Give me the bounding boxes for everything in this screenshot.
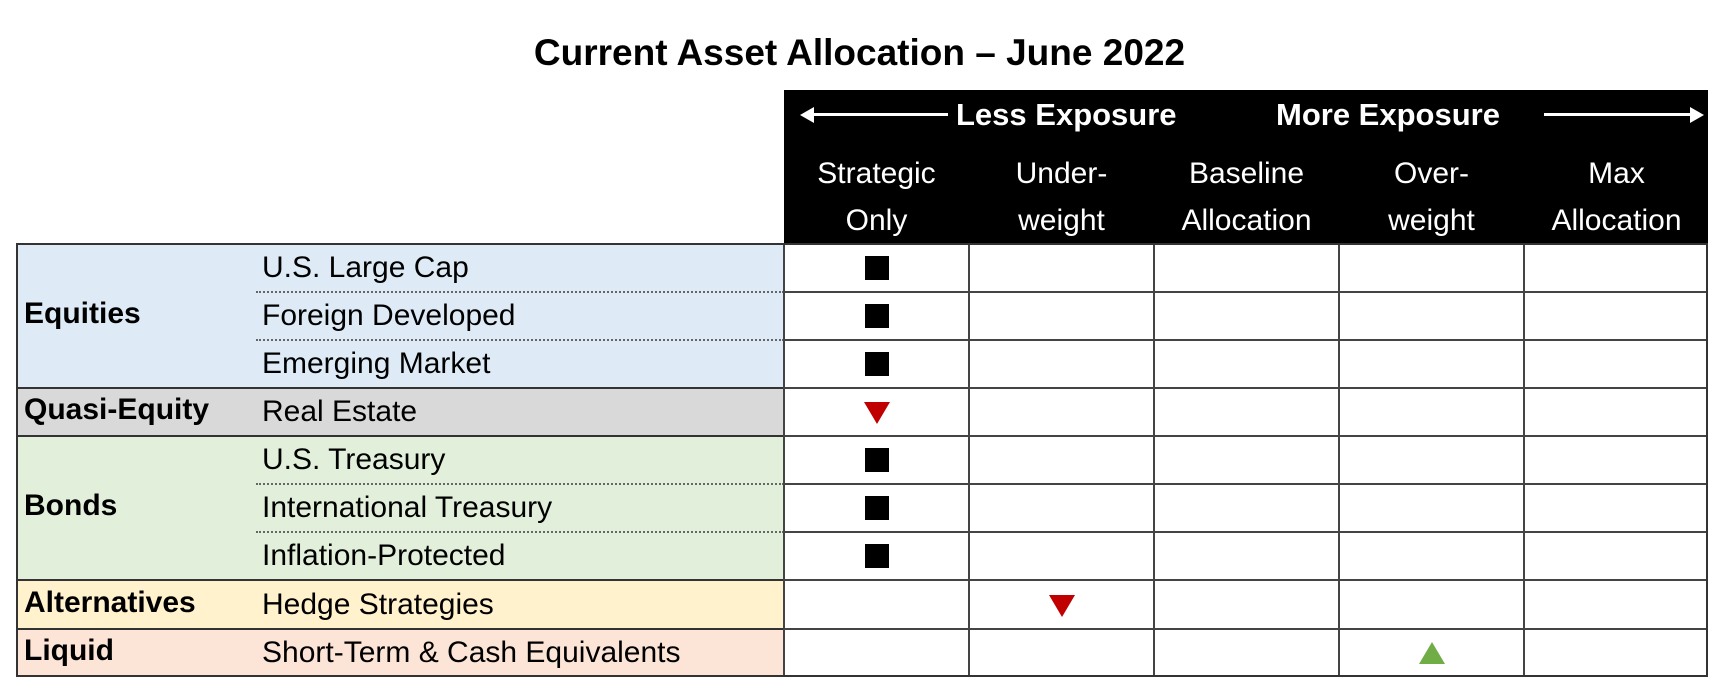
row-divider-dotted — [256, 531, 784, 533]
row-label-hedge-strategies: Hedge Strategies — [262, 588, 494, 621]
chart-title: Current Asset Allocation – June 2022 — [533, 32, 1186, 73]
column-header-max: Max Allocation — [1524, 150, 1709, 244]
grid-row-line — [784, 579, 1708, 581]
grid-row-line — [784, 531, 1708, 533]
grid-column-line — [1338, 244, 1340, 677]
square-icon — [865, 256, 889, 280]
group-bg-liquid — [16, 629, 784, 677]
group-divider — [16, 435, 784, 437]
row-divider-dotted — [256, 339, 784, 341]
grid-row-line — [784, 291, 1708, 293]
square-icon — [865, 304, 889, 328]
grid-row-line — [784, 387, 1708, 389]
group-label-alternatives: Alternatives — [24, 586, 196, 619]
column-header-line1: Baseline — [1188, 157, 1305, 190]
less-exposure-label: Less Exposure — [956, 97, 1177, 132]
row-label-us-large-cap: U.S. Large Cap — [262, 251, 469, 284]
square-icon — [865, 544, 889, 568]
column-header-strategic-only: Strategic Only — [784, 150, 969, 244]
group-bg-alternatives — [16, 580, 784, 629]
down-triangle-icon — [864, 402, 890, 424]
grid-row-line — [784, 339, 1708, 341]
table-border — [16, 243, 1708, 677]
group-divider — [16, 628, 784, 630]
grid-row-line — [784, 628, 1708, 630]
grid-column-line — [1153, 244, 1155, 677]
arrow-left-icon — [800, 107, 814, 123]
column-header-line2: Only — [845, 204, 908, 237]
grid-row-line — [784, 483, 1708, 485]
column-header-line2: weight — [1018, 204, 1105, 237]
square-icon — [865, 448, 889, 472]
group-label-bonds: Bonds — [24, 489, 118, 522]
grid-column-line — [968, 244, 970, 677]
group-bg-bonds — [16, 436, 784, 580]
arrow-right-line — [1544, 113, 1694, 116]
row-divider-dotted — [256, 483, 784, 485]
column-header-line1: Under- — [1015, 157, 1108, 190]
column-header-line1: Strategic — [817, 157, 936, 190]
grid-column-line — [783, 244, 785, 677]
column-header-baseline: Baseline Allocation — [1154, 150, 1339, 244]
row-label-inflation-protected: Inflation-Protected — [262, 539, 506, 572]
arrow-left-line — [812, 113, 948, 116]
row-label-international-treasury: International Treasury — [262, 491, 553, 524]
grid-column-line — [1523, 244, 1525, 677]
group-divider — [16, 387, 784, 389]
down-triangle-icon — [1049, 595, 1075, 617]
column-header-line2: Allocation — [1181, 204, 1312, 237]
grid-row-line — [784, 435, 1708, 437]
column-header-overweight: Over- weight — [1339, 150, 1524, 244]
row-label-short-term-cash: Short-Term & Cash Equivalents — [262, 636, 681, 669]
column-header-line1: Over- — [1394, 157, 1469, 190]
up-triangle-icon — [1419, 642, 1445, 664]
square-icon — [865, 352, 889, 376]
row-label-foreign-developed: Foreign Developed — [262, 299, 516, 332]
group-label-liquid: Liquid — [24, 634, 114, 667]
square-icon — [865, 496, 889, 520]
group-bg-equities — [16, 244, 784, 388]
row-label-emerging-market: Emerging Market — [262, 347, 491, 380]
row-label-us-treasury: U.S. Treasury — [262, 443, 446, 476]
column-header-underweight: Under- weight — [969, 150, 1154, 244]
column-header-line1: Max — [1588, 157, 1645, 190]
row-label-real-estate: Real Estate — [262, 395, 418, 428]
group-label-equities: Equities — [24, 297, 141, 330]
row-divider-dotted — [256, 291, 784, 293]
group-divider — [16, 579, 784, 581]
more-exposure-label: More Exposure — [1276, 97, 1500, 132]
column-header-line2: Allocation — [1551, 204, 1682, 237]
group-label-quasi-equity: Quasi-Equity — [24, 393, 210, 426]
arrow-right-icon — [1690, 107, 1704, 123]
column-header-line2: weight — [1388, 204, 1475, 237]
group-bg-quasi-equity — [16, 388, 784, 436]
